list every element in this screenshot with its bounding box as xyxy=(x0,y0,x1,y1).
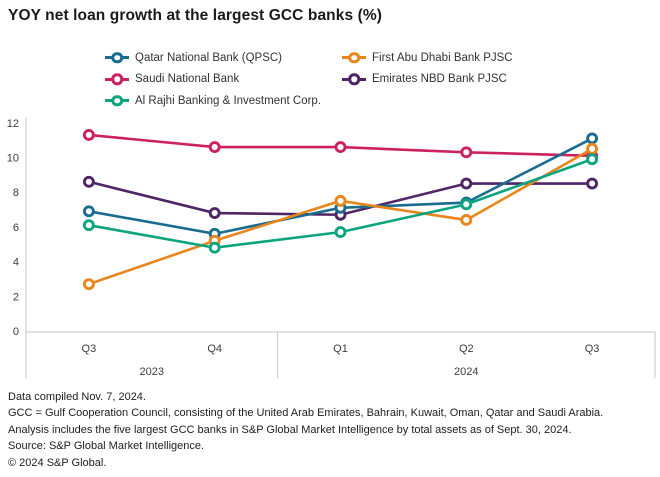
footnote-line: Analysis includes the five largest GCC b… xyxy=(8,423,572,436)
legend-item: First Abu Dhabi Bank PJSC xyxy=(342,52,513,64)
footer: Data compiled Nov. 7, 2024. GCC = Gulf C… xyxy=(8,389,603,471)
data-point-marker xyxy=(82,175,95,188)
y-tick-label: 6 xyxy=(13,222,19,234)
footnote-line: © 2024 S&P Global. xyxy=(8,456,107,469)
data-point-marker xyxy=(334,141,347,154)
legend-label: Saudi National Bank xyxy=(135,73,240,86)
x-category-label: Q4 xyxy=(207,343,222,355)
legend-line-marker-icon xyxy=(105,95,129,107)
x-category-label: Q2 xyxy=(459,343,474,355)
year-label: 2023 xyxy=(140,366,164,378)
legend-item: Al Rajhi Banking & Investment Corp. xyxy=(105,95,342,107)
legend-item: Emirates NBD Bank PJSC xyxy=(342,73,513,85)
footnote-line: GCC = Gulf Cooperation Council, consisti… xyxy=(8,407,604,420)
legend-label: Emirates NBD Bank PJSC xyxy=(372,73,507,86)
data-point-marker xyxy=(586,153,599,166)
data-point-marker xyxy=(82,278,95,291)
data-point-marker xyxy=(208,141,221,154)
line-chart-svg: 0 2 4 6 8 10 12 Q3 Q4 Q1 Q2 Q3 2023 2024 xyxy=(7,118,656,378)
data-point-marker xyxy=(460,146,473,159)
data-point-marker xyxy=(586,177,599,190)
y-tick-label: 10 xyxy=(7,153,19,165)
y-tick-label: 2 xyxy=(13,291,19,303)
data-point-marker xyxy=(82,205,95,218)
data-point-marker xyxy=(208,241,221,254)
legend-label: First Abu Dhabi Bank PJSC xyxy=(372,51,513,64)
legend-item: Saudi National Bank xyxy=(105,73,342,85)
y-tick-label: 4 xyxy=(13,257,19,269)
legend-line-marker-icon xyxy=(105,73,129,85)
year-label: 2024 xyxy=(454,366,478,378)
legend-label: Al Rajhi Banking & Investment Corp. xyxy=(135,94,322,107)
data-point-marker xyxy=(586,142,599,155)
footnote-line: Source: S&P Global Market Intelligence. xyxy=(8,440,205,453)
data-point-marker xyxy=(82,219,95,232)
legend-item: Qatar National Bank (QPSC) xyxy=(105,52,342,64)
data-point-marker xyxy=(208,207,221,219)
legend-label: Qatar National Bank (QPSC) xyxy=(135,51,283,64)
legend: Qatar National Bank (QPSC) First Abu Dhab… xyxy=(105,47,513,112)
data-point-marker xyxy=(460,198,473,211)
legend-line-marker-icon xyxy=(105,52,129,64)
y-tick-label: 0 xyxy=(13,326,19,338)
data-point-marker xyxy=(460,214,473,226)
footnote-line: Data compiled Nov. 7, 2024. xyxy=(8,391,146,403)
data-point-marker xyxy=(586,132,599,145)
chart-title: YOY net loan growth at the largest GCC b… xyxy=(8,7,382,24)
data-point-marker xyxy=(334,194,347,207)
legend-line-marker-icon xyxy=(342,73,366,85)
data-point-marker xyxy=(334,226,347,239)
x-category-label: Q3 xyxy=(82,343,97,355)
data-point-marker xyxy=(82,128,95,141)
data-point-marker xyxy=(460,177,473,190)
legend-line-marker-icon xyxy=(342,52,366,64)
x-category-label: Q1 xyxy=(333,343,348,355)
x-category-label: Q3 xyxy=(585,343,600,355)
y-tick-label: 8 xyxy=(13,187,19,199)
y-tick-label: 12 xyxy=(7,118,19,130)
